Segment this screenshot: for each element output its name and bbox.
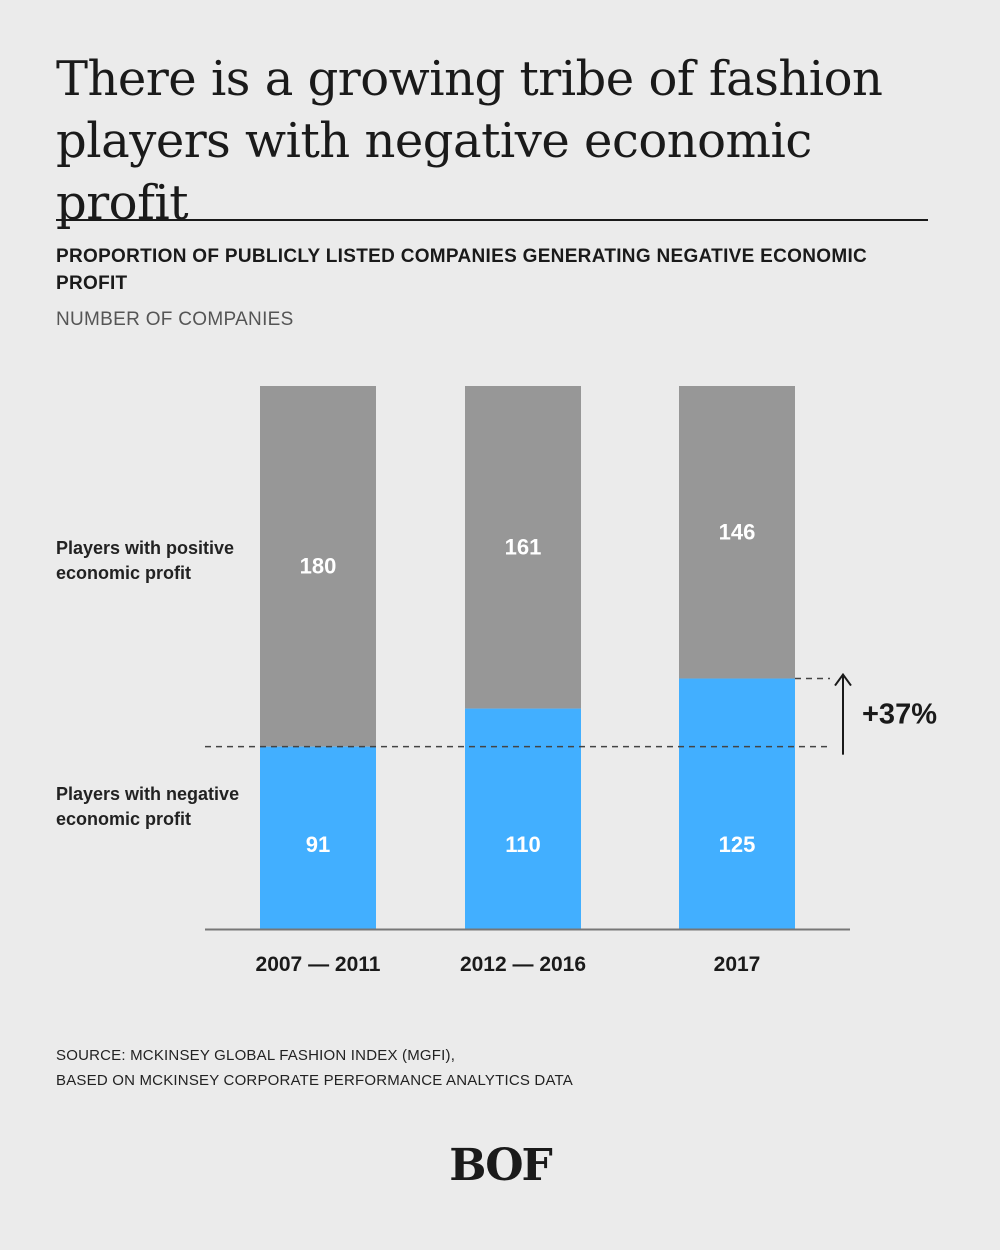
bar-negative-label: 125 bbox=[719, 832, 756, 857]
source-line-2: BASED ON MCKINSEY CORPORATE PERFORMANCE … bbox=[56, 1072, 573, 1089]
title-divider bbox=[56, 219, 928, 221]
bar-positive-label: 180 bbox=[300, 553, 337, 578]
headline: There is a growing tribe of fashion play… bbox=[56, 51, 883, 231]
x-tick-label: 2012 — 2016 bbox=[460, 953, 586, 976]
source-line-1: SOURCE: MCKINSEY GLOBAL FASHION INDEX (M… bbox=[56, 1047, 456, 1064]
stacked-bar-chart: 180 91 2007 — 2011 161 110 2012 — 2016 146 125 2… bbox=[205, 386, 937, 976]
x-tick-label: 2007 — 2011 bbox=[256, 953, 381, 976]
source-note: SOURCE: MCKINSEY GLOBAL FASHION INDEX (M… bbox=[56, 1043, 573, 1093]
bof-logo: BOF bbox=[449, 1140, 553, 1191]
unit-label: NUMBER OF COMPANIES bbox=[56, 309, 294, 330]
bar-positive bbox=[679, 386, 795, 679]
bar-negative bbox=[679, 678, 795, 929]
bar-negative bbox=[465, 708, 581, 929]
legend-negative-label: Players with negative economic profit bbox=[56, 784, 240, 829]
bar-positive-label: 146 bbox=[719, 519, 756, 544]
legend-positive-label: Players with positive economic profit bbox=[56, 538, 235, 583]
bar-positive bbox=[465, 386, 581, 709]
growth-annotation: +37% bbox=[862, 699, 937, 731]
up-arrow-icon bbox=[834, 672, 852, 687]
bar-negative-label: 110 bbox=[505, 832, 541, 857]
bar-positive bbox=[260, 386, 376, 747]
bar-positive-label: 161 bbox=[505, 534, 542, 559]
bar-negative bbox=[260, 746, 376, 929]
x-tick-label: 2017 bbox=[714, 953, 761, 976]
bar-negative-label: 91 bbox=[306, 832, 330, 857]
chart-title: PROPORTION OF PUBLICLY LISTED COMPANIES … bbox=[56, 246, 868, 294]
